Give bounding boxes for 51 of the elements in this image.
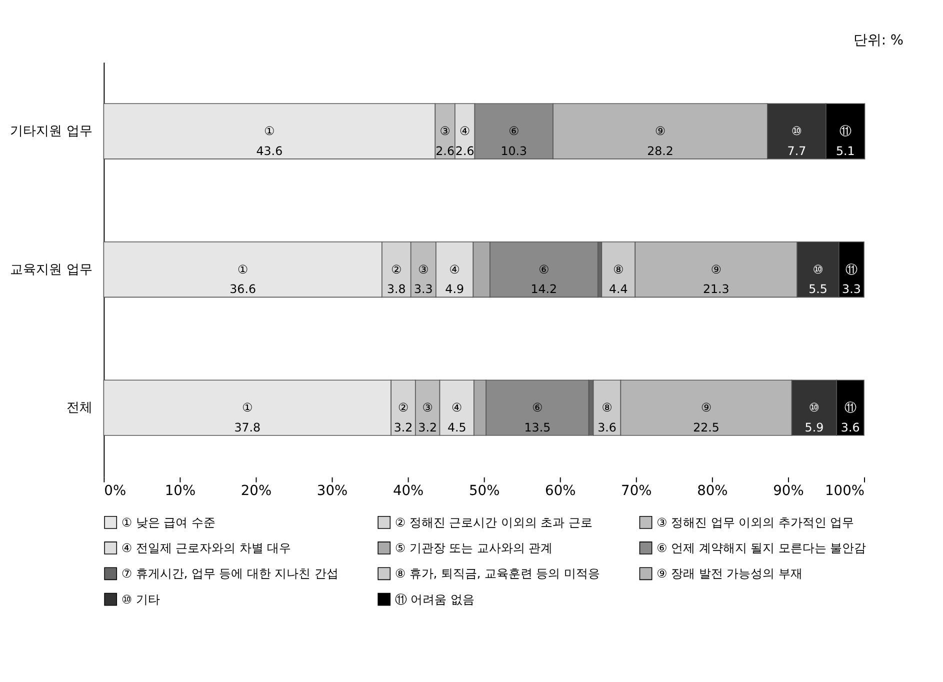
- data-label: ② 3.8: [387, 262, 406, 296]
- data-label: ⑥ 14.2: [530, 262, 558, 296]
- data-label: ④ 4.5: [447, 400, 466, 434]
- legend-label: ⑨ 장래 발전 가능성의 부재: [656, 566, 802, 581]
- data-label: ⑪ 5.1: [836, 124, 855, 158]
- data-label: ⑥ 10.3: [500, 124, 528, 158]
- data-label: ⑥ 13.5: [524, 400, 551, 434]
- data-label: ③ 3.3: [414, 262, 433, 296]
- data-label: ⑨ 28.2: [647, 124, 674, 158]
- x-tick-label: 90%: [773, 483, 804, 500]
- data-label: ④ 4.9: [445, 262, 464, 296]
- data-label: ⑨ 21.3: [702, 262, 730, 296]
- legend-label: ② 정해진 근로시간 이외의 초과 근로: [394, 515, 592, 530]
- x-tick-label: 0%: [104, 483, 126, 500]
- x-tick-label: 70%: [621, 483, 652, 500]
- y-tick-label: 전체: [66, 400, 92, 416]
- data-label: ① 36.6: [230, 262, 256, 296]
- x-tick-label: 30%: [316, 483, 348, 500]
- data-label: ③ 2.6: [436, 124, 454, 158]
- data-label: ⑧ 4.4: [609, 262, 628, 296]
- text: 단위: %: [853, 32, 904, 48]
- data-label: ⑩ 7.7: [787, 124, 806, 158]
- legend-label: ⑥ 언제 계약해지 될지 모른다는 불안감: [656, 540, 866, 555]
- legend-label: ⑤ 기관장 또는 교사와의 관계: [394, 540, 553, 555]
- data-label: ⑧ 3.6: [598, 400, 616, 434]
- data-label: ① 37.8: [234, 400, 261, 434]
- x-tick-label: 60%: [545, 483, 576, 500]
- x-tick-label: 40%: [392, 483, 424, 500]
- x-tick-label: 50%: [468, 483, 500, 500]
- legend-label: ⑩ 기타: [121, 592, 160, 606]
- x-tick-label: 80%: [697, 483, 728, 500]
- y-tick-label: 교육지원 업무: [10, 262, 92, 278]
- data-label: ④ 2.6: [455, 124, 474, 158]
- data-label: ② 3.2: [394, 400, 413, 434]
- x-tick-label: 20%: [240, 483, 272, 500]
- x-tick-label: 10%: [164, 483, 196, 500]
- legend-label: ⑧ 휴가, 퇴직금, 교육훈련 등의 미적응: [394, 566, 600, 581]
- legend-label: ③ 정해진 업무 이외의 추가적인 업무: [656, 515, 854, 530]
- legend-label: ④ 전일제 근로자와의 차별 대우: [121, 540, 292, 555]
- data-label: ⑪ 3.6: [840, 400, 860, 434]
- data-label: ① 43.6: [256, 124, 283, 158]
- data-label: ③ 3.2: [418, 400, 437, 434]
- legend-label: ⑦ 휴게시간, 업무 등에 대한 지나친 간섭: [121, 566, 338, 581]
- y-tick-label: 기타지원 업무: [10, 124, 92, 140]
- data-label: ⑪ 3.3: [842, 262, 861, 296]
- x-tick-label: 100%: [825, 483, 864, 500]
- data-label: ⑩ 5.9: [804, 400, 824, 434]
- data-label: ⑩ 5.5: [808, 262, 828, 296]
- legend-label: ① 낮은 급여 수준: [121, 515, 216, 530]
- legend-label: ⑪ 어려움 없음: [394, 592, 475, 606]
- data-label: ⑨ 22.5: [693, 400, 720, 434]
